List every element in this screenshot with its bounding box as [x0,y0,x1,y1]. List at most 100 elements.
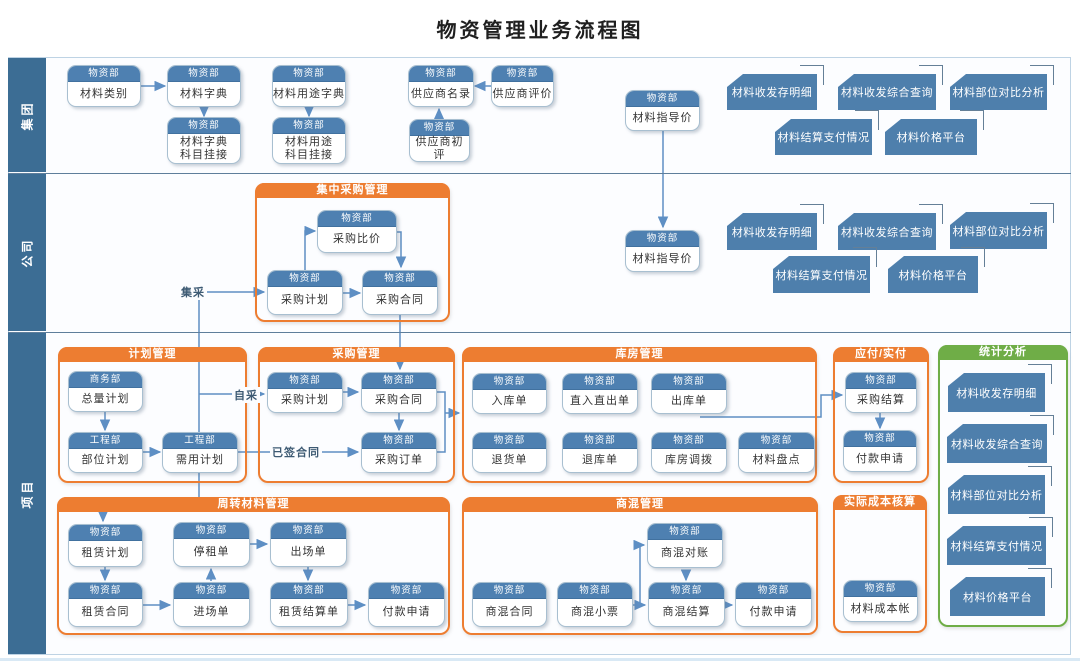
group-box: 采购管理 [258,347,455,483]
flow-node-dept: 物资部 [626,91,699,107]
group-box: 实际成本核算 [833,495,927,633]
flow-node-dept: 物资部 [318,211,396,227]
group-header: 集中采购管理 [255,183,450,198]
flow-node-label: 材料字典 [180,87,228,100]
corner-bracket-icon [919,204,943,224]
report-shape-body: 材料价格平台 [885,119,977,155]
report-shape-body: 材料收发综合查询 [838,213,936,250]
corner-bracket-icon [1030,65,1054,85]
edge-label: 自采 [232,387,260,403]
flow-node-label: 付款申请 [749,606,798,618]
flow-node-dept: 物资部 [563,374,637,390]
flow-node-dept: 物资部 [168,118,240,134]
flow-node: 物资部 材料指导价 [625,230,700,272]
report-shape-body: 材料部位对比分析 [950,212,1047,249]
flow-node: 物资部 直入直出单 [562,373,638,414]
group-box: 统计分析 [938,345,1068,627]
flow-node: 物资部 进场单 [173,582,250,627]
flow-node-label: 材料成本帐 [850,602,911,615]
report-shape-body: 材料结算支付情况 [773,256,870,293]
report-shape: 材料收发存明细 [727,65,824,110]
flow-node-dept: 物资部 [739,433,814,449]
flow-node: 物资部 租赁合同 [68,582,143,627]
flow-node-dept: 物资部 [492,66,553,82]
flow-node: 物资部 采购订单 [361,432,437,473]
flow-node-dept: 物资部 [271,523,346,539]
flow-node-label: 付款申请 [382,606,431,618]
lane-separator [8,332,1071,333]
lane-label: 项目 [20,478,35,509]
flow-node-dept: 物资部 [563,433,637,449]
flow-node: 物资部 租赁结算单 [270,582,348,627]
flow-node: 物资部 付款申请 [368,582,445,627]
flow-node: 物资部 入库单 [472,373,547,414]
flow-node-dept: 工程部 [69,433,142,449]
corner-bracket-icon [800,204,824,224]
report-shape: 材料结算支付情况 [947,517,1053,565]
report-shape: 材料价格平台 [885,110,984,155]
group-box: 集中采购管理 [255,183,450,322]
flow-node-dept: 物资部 [69,525,142,541]
flow-node-dept: 物资部 [271,583,347,599]
group-box: 库房管理 [462,347,817,483]
flow-node-label: 退货单 [491,454,528,466]
flow-node: 物资部 材料字典 [167,65,241,107]
flow-node-dept: 物资部 [473,374,546,390]
flow-node-label: 直入直出单 [570,395,630,407]
flow-node: 物资部 库房调拨 [651,432,727,473]
group-box: 商混管理 [462,497,818,635]
corner-bracket-icon [1028,568,1052,588]
corner-bracket-icon [919,65,943,85]
flow-node-label: 商混结算 [662,606,711,618]
flow-node: 物资部 退库单 [562,432,638,473]
flow-node-dept: 物资部 [69,583,142,599]
flow-node-dept: 物资部 [652,433,726,449]
group-header: 采购管理 [258,347,455,362]
corner-bracket-icon [1030,415,1054,435]
flow-node: 商务部 总量计划 [68,371,143,412]
report-shape-body: 材料收发存明细 [948,373,1045,412]
flow-node-label: 采购结算 [857,394,905,406]
flow-node-label: 采购订单 [375,454,423,466]
flow-node-dept: 物资部 [369,583,444,599]
flow-node-dept: 商务部 [69,372,142,388]
report-shape: 材料结算支付情况 [775,110,879,155]
flow-node: 物资部 商混合同 [472,582,547,627]
flow-node-dept: 物资部 [273,118,345,134]
report-shape: 材料价格平台 [950,568,1052,616]
flow-node-label: 材料用途 科目挂接 [285,135,333,161]
flow-node-label: 付款申请 [856,452,904,465]
flow-node-label: 材料指导价 [632,252,693,265]
flow-node-dept: 物资部 [844,581,917,597]
flow-node: 物资部 供应商名录 [408,65,474,107]
edge-label: 集采 [179,284,207,300]
flow-node-dept: 物资部 [409,66,473,82]
flow-node-dept: 工程部 [163,433,237,449]
flow-node: 工程部 需用计划 [162,432,238,473]
corner-bracket-icon [1028,466,1052,486]
flow-node-dept: 物资部 [174,583,249,599]
flow-node: 物资部 出场单 [270,522,347,567]
flow-node-label: 租赁合同 [81,606,130,618]
corner-bracket-icon [855,110,879,130]
flow-node: 物资部 出库单 [651,373,727,414]
corner-bracket-icon [1029,517,1053,537]
flow-node: 物资部 付款申请 [843,430,917,472]
flow-node-label: 部位计划 [81,454,130,466]
flow-node-dept: 物资部 [362,373,436,389]
flow-node-dept: 物资部 [268,373,342,389]
corner-bracket-icon [960,110,984,130]
flow-node-dept: 物资部 [362,433,436,449]
group-header: 商混管理 [462,497,818,512]
flow-node: 物资部 材料字典 科目挂接 [167,117,241,164]
group-header: 周转材料管理 [57,497,450,512]
report-shape-body: 材料结算支付情况 [947,526,1046,565]
flow-node-dept: 物资部 [626,231,699,247]
flow-node: 工程部 部位计划 [68,432,143,473]
flow-node-label: 总量计划 [81,393,130,405]
flow-node-label: 租赁计划 [81,547,130,559]
flow-node-dept: 物资部 [363,271,437,287]
flow-node-dept: 物资部 [736,583,811,599]
flow-node-label: 材料字典 科目挂接 [180,135,228,161]
report-shape: 材料结算支付情况 [773,247,877,293]
